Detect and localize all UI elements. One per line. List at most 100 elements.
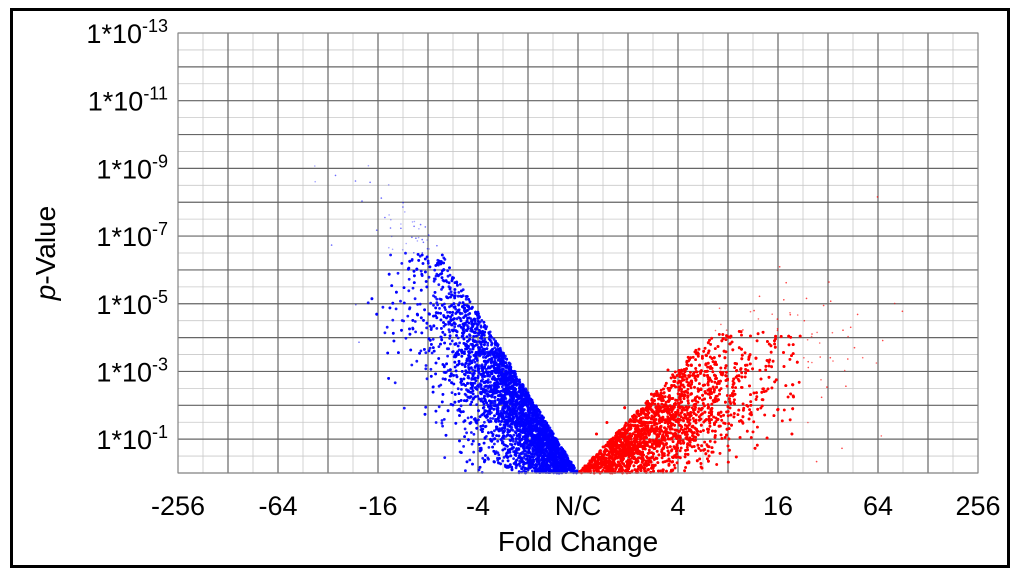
scatter-point bbox=[542, 423, 546, 427]
scatter-point bbox=[442, 256, 446, 260]
scatter-point bbox=[540, 445, 544, 449]
scatter-point bbox=[489, 334, 492, 337]
scatter-point bbox=[473, 360, 477, 364]
scatter-point bbox=[430, 351, 434, 355]
scatter-point bbox=[490, 430, 493, 434]
scatter-point bbox=[478, 415, 482, 418]
scatter-point bbox=[432, 314, 435, 318]
scatter-point bbox=[487, 457, 490, 461]
scatter-point bbox=[393, 381, 397, 385]
scatter-point bbox=[473, 417, 477, 420]
scatter-point bbox=[461, 331, 465, 335]
scatter-point bbox=[487, 431, 490, 435]
scatter-point bbox=[496, 456, 499, 460]
scatter-point bbox=[548, 442, 552, 446]
scatter-point bbox=[496, 394, 500, 397]
scatter-point bbox=[467, 362, 471, 366]
scatter-point bbox=[439, 262, 443, 266]
scatter-point bbox=[506, 465, 510, 468]
scatter-point bbox=[452, 374, 455, 377]
scatter-point bbox=[355, 303, 357, 306]
scatter-point bbox=[483, 420, 486, 424]
scatter-point bbox=[506, 459, 510, 463]
scatter-point bbox=[464, 369, 468, 373]
scatter-point bbox=[470, 442, 474, 446]
scatter-point bbox=[504, 370, 508, 374]
scatter-point bbox=[456, 336, 460, 340]
scatter-point bbox=[496, 397, 500, 401]
scatter-point bbox=[534, 446, 537, 450]
scatter-point bbox=[462, 316, 465, 319]
scatter-point bbox=[462, 377, 466, 381]
scatter-point bbox=[453, 288, 457, 291]
scatter-point bbox=[482, 325, 486, 329]
scatter-point bbox=[450, 293, 453, 297]
scatter-point bbox=[519, 444, 523, 448]
scatter-point bbox=[412, 269, 416, 273]
scatter-point bbox=[390, 284, 394, 287]
scatter-point bbox=[370, 297, 374, 301]
scatter-point bbox=[554, 442, 558, 446]
scatter-point bbox=[545, 460, 549, 464]
scatter-point bbox=[564, 464, 567, 468]
scatter-point bbox=[390, 235, 393, 238]
scatter-point bbox=[513, 382, 516, 386]
scatter-point bbox=[560, 460, 564, 464]
scatter-point bbox=[457, 400, 461, 403]
scatter-point bbox=[440, 276, 444, 279]
scatter-point bbox=[467, 298, 471, 301]
scatter-point bbox=[415, 268, 419, 271]
scatter-point bbox=[504, 361, 508, 364]
scatter-point bbox=[529, 458, 532, 462]
scatter-point bbox=[496, 374, 500, 378]
scatter-point bbox=[484, 367, 488, 371]
scatter-point bbox=[429, 367, 433, 371]
scatter-point bbox=[482, 389, 485, 392]
scatter-point bbox=[413, 297, 417, 301]
scatter-point bbox=[444, 370, 448, 374]
scatter-point bbox=[453, 291, 457, 294]
scatter-point bbox=[522, 452, 526, 456]
scatter-point bbox=[537, 438, 541, 442]
scatter-point bbox=[471, 439, 475, 443]
scatter-point bbox=[537, 460, 541, 464]
scatter-point bbox=[551, 463, 554, 466]
scatter-point bbox=[480, 363, 484, 367]
scatter-point bbox=[429, 301, 433, 305]
scatter-point bbox=[492, 449, 496, 453]
scatter-point bbox=[463, 399, 466, 402]
scatter-point bbox=[451, 350, 455, 353]
scatter-point bbox=[493, 442, 496, 446]
scatter-point bbox=[449, 304, 453, 308]
scatter-point bbox=[439, 342, 442, 346]
scatter-point bbox=[477, 468, 481, 472]
scatter-point bbox=[482, 375, 486, 378]
scatter-point bbox=[482, 355, 485, 359]
scatter-point bbox=[415, 359, 419, 363]
scatter-point bbox=[470, 328, 474, 332]
scatter-point bbox=[555, 458, 558, 462]
scatter-point bbox=[489, 420, 493, 423]
scatter-point bbox=[439, 260, 443, 263]
scatter-point bbox=[481, 427, 485, 431]
scatter-point bbox=[439, 383, 443, 387]
scatter-point bbox=[520, 437, 524, 441]
scatter-point bbox=[487, 446, 491, 449]
scatter-point bbox=[463, 427, 467, 431]
scatter-point bbox=[459, 381, 463, 384]
scatter-point bbox=[519, 429, 522, 433]
scatter-point bbox=[463, 352, 466, 355]
scatter-point bbox=[408, 307, 411, 311]
scatter-point bbox=[426, 261, 430, 265]
scatter-point bbox=[416, 240, 419, 242]
scatter-point bbox=[448, 330, 451, 334]
scatter-point bbox=[517, 470, 521, 473]
scatter-point bbox=[460, 363, 464, 367]
scatter-point bbox=[441, 330, 445, 334]
scatter-point bbox=[433, 268, 437, 272]
scatter-point bbox=[358, 341, 360, 344]
scatter-point bbox=[513, 453, 517, 457]
scatter-point bbox=[543, 420, 547, 423]
scatter-point bbox=[500, 420, 503, 423]
scatter-point bbox=[482, 402, 486, 406]
